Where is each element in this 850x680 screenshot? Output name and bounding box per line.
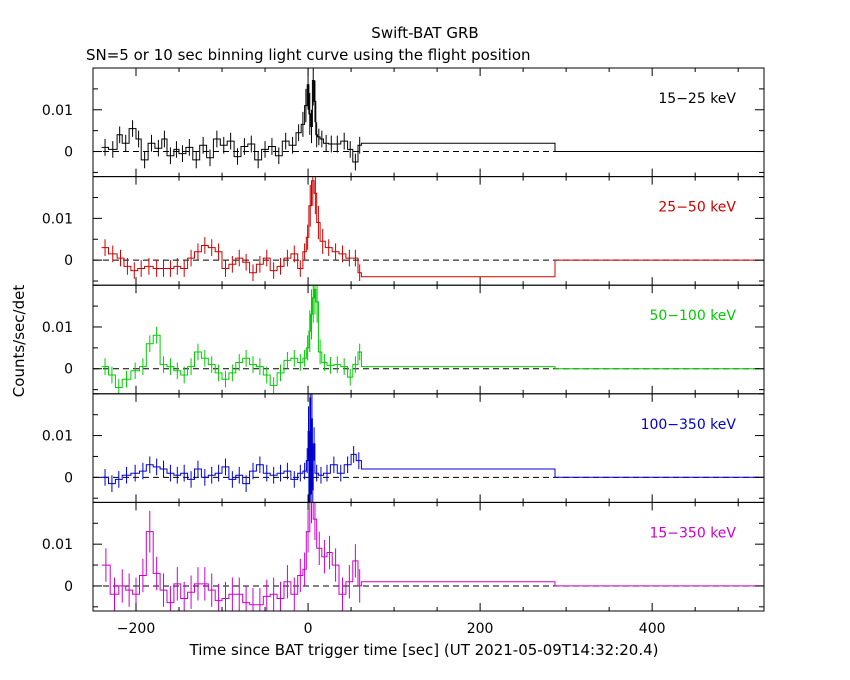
panel-label: 15−350 keV <box>649 525 736 541</box>
panel-frame <box>92 176 765 286</box>
panels-group: 0 0.01 15−25 keV 0 0.01 25−50 keV 0 0.01 50−100 … <box>42 67 765 637</box>
y-tick-label: 0 <box>64 145 73 161</box>
panel-3: 0 0.01 50−100 keV <box>42 284 765 395</box>
step-line <box>101 502 764 606</box>
series-2 <box>101 176 764 282</box>
panel-2: 0 0.01 25−50 keV <box>42 176 765 286</box>
x-tick-label: 400 <box>639 621 666 637</box>
y-tick-label: 0.01 <box>42 320 73 336</box>
panel-label: 100−350 keV <box>641 417 737 433</box>
series-4 <box>101 393 764 503</box>
y-tick-label: 0.01 <box>42 429 73 445</box>
y-tick-label: 0 <box>64 470 73 486</box>
x-tick-label: 200 <box>467 621 494 637</box>
panel-1: 0 0.01 15−25 keV <box>42 67 765 178</box>
x-tick-label: −200 <box>117 621 155 637</box>
y-tick-label: 0.01 <box>42 537 73 553</box>
step-line <box>101 288 764 388</box>
panel-label: 50−100 keV <box>649 308 736 324</box>
y-tick-label: 0 <box>64 253 73 269</box>
panel-5: 0 0.01 15−350 keV <box>42 501 765 612</box>
step-line <box>101 80 764 163</box>
y-axis-label: Counts/sec/det <box>10 285 28 398</box>
chart-subtitle: SN=5 or 10 sec binning light curve using… <box>86 46 531 64</box>
y-tick-label: 0 <box>64 579 73 595</box>
x-tick-label: 0 <box>304 621 313 637</box>
y-tick-label: 0 <box>64 362 73 378</box>
panel-frame <box>92 284 765 395</box>
y-tick-label: 0.01 <box>42 211 73 227</box>
step-line <box>101 397 764 503</box>
panel-frame <box>92 393 765 503</box>
series-1 <box>101 68 764 171</box>
y-tick-label: 0.01 <box>42 103 73 119</box>
panel-4: 0 0.01 100−350 keV <box>42 393 765 503</box>
series-3 <box>101 285 764 394</box>
panel-label: 25−50 keV <box>658 200 736 216</box>
step-line <box>101 180 764 278</box>
panel-label: 15−25 keV <box>658 91 736 107</box>
x-axis-label: Time since BAT trigger time [sec] (UT 20… <box>189 641 659 659</box>
panel-frame <box>92 501 765 612</box>
series-5 <box>101 502 764 611</box>
chart-title: Swift-BAT GRB <box>371 24 478 42</box>
